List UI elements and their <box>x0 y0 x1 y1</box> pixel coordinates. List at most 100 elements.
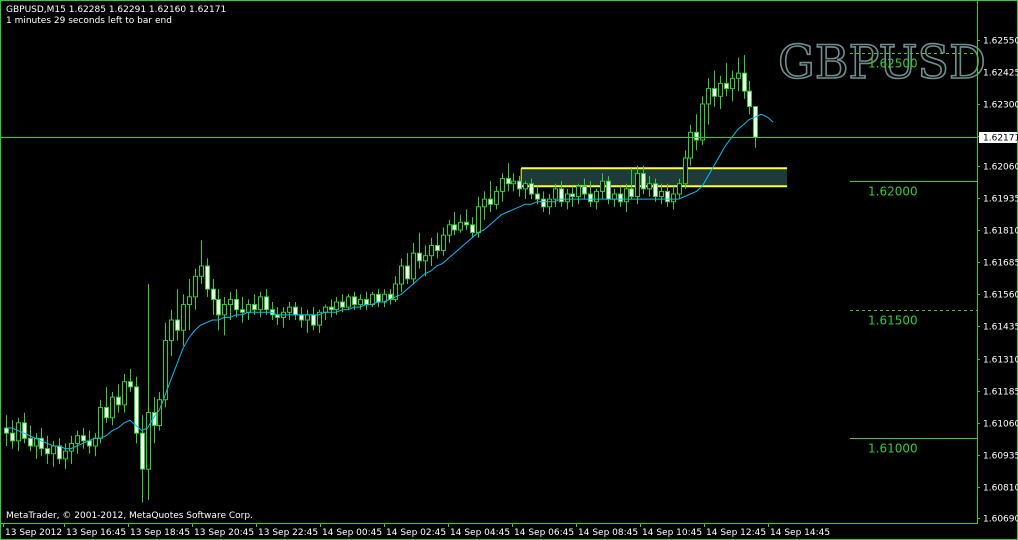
price-tick-label: 1.60690 <box>983 515 1018 525</box>
candle <box>736 57 741 92</box>
candle <box>600 173 605 200</box>
candle-body-down <box>175 319 180 331</box>
candle <box>629 168 634 200</box>
candle <box>411 242 416 284</box>
candle-body-down <box>81 435 86 442</box>
candle <box>447 219 452 243</box>
candle-body-up <box>193 275 198 298</box>
level-label: 1.62000 <box>868 185 918 199</box>
candle-body-down <box>10 432 15 442</box>
candle-body-down <box>470 224 475 234</box>
candle-body-up <box>736 72 741 79</box>
candle <box>677 178 682 200</box>
candle-body-down <box>629 188 634 198</box>
candle-body-up <box>258 296 263 311</box>
candle-body-up <box>659 190 664 198</box>
candle <box>582 178 587 200</box>
candle-body-down <box>22 422 27 439</box>
candle-body-down <box>712 88 717 97</box>
candle <box>559 181 564 207</box>
price-tick-label: 1.61810 <box>983 227 1018 237</box>
candle <box>694 114 699 151</box>
candle-body-down <box>559 188 564 203</box>
candle-body-up <box>482 198 487 208</box>
candle <box>317 309 322 333</box>
candle <box>529 178 534 200</box>
candle-body-down <box>39 437 44 450</box>
candle <box>500 173 505 202</box>
candle <box>624 183 629 212</box>
time-tick-label: 14 Sep 12:45 <box>706 528 766 538</box>
candle-body-up <box>334 301 339 311</box>
candle-body-up <box>447 224 452 236</box>
candle <box>75 430 80 454</box>
candle-body-down <box>535 193 540 200</box>
candle <box>712 70 717 107</box>
candle-body-up <box>553 188 558 200</box>
candle <box>45 435 50 464</box>
candle-body-down <box>753 106 758 138</box>
candle <box>181 294 186 346</box>
candle-body-up <box>565 193 570 203</box>
candle-body-up <box>370 293 375 306</box>
candle-body-up <box>458 221 463 231</box>
candle-body-down <box>4 427 9 434</box>
candle <box>659 183 664 205</box>
price-tick-label: 1.61310 <box>983 356 1018 366</box>
candle <box>329 299 334 318</box>
candle <box>81 428 86 449</box>
candle-body-up <box>683 157 688 185</box>
candle <box>417 232 422 269</box>
price-tick-label: 1.61060 <box>983 420 1018 430</box>
current-price-marker <box>979 132 1017 143</box>
candle-body-down <box>435 244 440 252</box>
candle-body-down <box>405 265 410 280</box>
candle <box>22 412 27 444</box>
candle <box>216 289 221 331</box>
candle <box>665 183 670 207</box>
candle <box>618 186 623 207</box>
candle <box>683 150 688 189</box>
candle <box>511 173 516 192</box>
candle <box>730 70 735 102</box>
candle <box>346 294 351 310</box>
candle-body-down <box>618 193 623 203</box>
candle <box>146 284 151 500</box>
candle <box>405 253 410 284</box>
candle <box>258 291 263 318</box>
candle-body-up <box>429 244 434 257</box>
candle-body-up <box>635 172 640 198</box>
candle <box>570 186 575 207</box>
candle-body-down <box>464 221 469 226</box>
candle-body-down <box>694 131 699 141</box>
candle-body-down <box>293 306 298 316</box>
current-price-label: 1.62171 <box>983 134 1018 144</box>
price-tick-label: 1.62060 <box>983 163 1018 173</box>
moving-average-line <box>6 113 774 450</box>
time-tick-label: 14 Sep 08:45 <box>578 528 638 538</box>
candle-body-up <box>600 180 605 192</box>
candle <box>547 194 552 215</box>
time-tick-label: 13 Sep 22:45 <box>258 528 318 538</box>
candle <box>28 425 33 452</box>
candle-body-down <box>364 298 369 306</box>
candle <box>706 78 711 125</box>
candle-body-down <box>506 178 511 185</box>
candle-body-up <box>671 193 676 203</box>
price-tick-label: 1.61685 <box>983 259 1018 269</box>
candle-body-up <box>706 88 711 105</box>
candle-body-up <box>411 252 416 280</box>
candle <box>122 374 127 413</box>
price-tick-label: 1.61935 <box>983 195 1018 205</box>
price-tick-label: 1.60810 <box>983 484 1018 494</box>
candle <box>458 214 463 233</box>
candle <box>553 183 558 207</box>
candle <box>287 302 292 320</box>
candle-body-up <box>399 265 404 285</box>
candle <box>110 392 115 426</box>
candle <box>718 75 723 110</box>
candle <box>234 289 239 318</box>
copyright-notice: MetaTrader, © 2001-2012, MetaQuotes Soft… <box>6 511 253 521</box>
candle-body-down <box>376 293 381 303</box>
